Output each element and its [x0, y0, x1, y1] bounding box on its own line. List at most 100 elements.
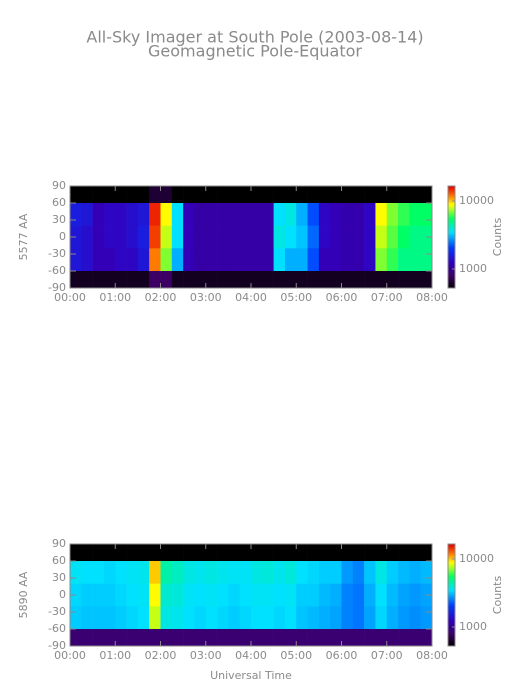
- heatmap-cell: [70, 248, 82, 272]
- heatmap-cell: [217, 544, 229, 562]
- heatmap-cell: [262, 203, 274, 226]
- heatmap-cell: [318, 225, 331, 249]
- heatmap-cell: [262, 544, 274, 562]
- heatmap-cell: [228, 606, 240, 630]
- colorbar: [448, 566, 455, 569]
- heatmap-cell: [330, 583, 342, 607]
- heatmap-cell: [409, 248, 421, 272]
- heatmap-cell: [183, 583, 195, 607]
- heatmap-cell: [228, 248, 240, 272]
- colorbar: [448, 615, 455, 618]
- heatmap-cell: [217, 271, 229, 289]
- heatmap-cell: [341, 225, 354, 249]
- heatmap-cell: [149, 248, 161, 272]
- colorbar: [448, 605, 455, 608]
- heatmap-cell: [126, 271, 139, 289]
- heatmap-cell: [284, 544, 297, 562]
- heatmap-cell: [398, 561, 410, 584]
- colorbar: [448, 600, 455, 603]
- colorbar: [448, 262, 455, 265]
- heatmap-cell: [284, 225, 297, 249]
- heatmap-cell: [81, 629, 93, 647]
- heatmap-cell: [183, 203, 195, 226]
- heatmap-cell: [171, 629, 184, 647]
- colorbar: [448, 612, 455, 615]
- heatmap-cell: [273, 629, 286, 647]
- heatmap-cell: [81, 271, 93, 289]
- colorbar: [448, 254, 455, 257]
- heatmap-cell: [318, 583, 331, 607]
- heatmap-cell: [352, 544, 365, 562]
- y-tick-label: -60: [48, 264, 66, 277]
- heatmap-cell: [149, 271, 161, 289]
- x-tick-label: 02:00: [145, 291, 177, 304]
- y-tick-label: 60: [52, 196, 66, 209]
- heatmap-cell: [194, 271, 207, 289]
- heatmap-cell: [239, 544, 252, 562]
- y-tick-label: -30: [48, 247, 66, 260]
- colorbar: [448, 186, 455, 189]
- heatmap-cell: [296, 583, 308, 607]
- y-tick-label: 0: [59, 230, 66, 243]
- heatmap-cell: [115, 203, 127, 226]
- colorbar: [448, 552, 455, 555]
- heatmap-cell: [262, 583, 274, 607]
- heatmap-cell: [194, 561, 207, 584]
- colorbar: [448, 610, 455, 613]
- heatmap-cell: [149, 203, 161, 226]
- heatmap-cell: [386, 544, 399, 562]
- heatmap-cell: [70, 203, 82, 226]
- heatmap-cell: [239, 606, 252, 630]
- heatmap-cell: [205, 248, 218, 272]
- colorbar: [448, 221, 455, 224]
- heatmap-cell: [160, 203, 173, 226]
- colorbar: [448, 642, 455, 645]
- heatmap-cell: [364, 561, 376, 584]
- colorbar-label: Counts: [491, 218, 504, 257]
- heatmap-cell: [386, 583, 399, 607]
- colorbar: [448, 277, 455, 280]
- colorbar: [448, 555, 455, 558]
- colorbar: [448, 260, 455, 263]
- heatmap-cell: [92, 248, 105, 272]
- colorbar: [448, 549, 455, 552]
- heatmap-cell: [398, 271, 410, 289]
- heatmap-cell: [341, 606, 354, 630]
- heatmap-cell: [115, 583, 127, 607]
- heatmap-cell: [273, 561, 286, 584]
- heatmap-cell: [262, 561, 274, 584]
- heatmap-cell: [341, 629, 354, 647]
- heatmap-cell: [183, 225, 195, 249]
- heatmap-cell: [205, 225, 218, 249]
- heatmap-cell: [307, 186, 320, 204]
- colorbar: [448, 606, 455, 609]
- heatmap-cell: [307, 271, 320, 289]
- colorbar: [448, 627, 455, 630]
- x-axis-label: Universal Time: [210, 669, 292, 680]
- heatmap-cell: [126, 561, 139, 584]
- heatmap-cell: [137, 203, 150, 226]
- colorbar: [448, 644, 455, 647]
- colorbar: [448, 267, 455, 270]
- heatmap-cell: [228, 225, 240, 249]
- heatmap-cell: [420, 248, 433, 272]
- heatmap-cell: [420, 606, 433, 630]
- heatmap-cell: [194, 583, 207, 607]
- heatmap-cell: [251, 203, 263, 226]
- heatmap-cell: [126, 248, 139, 272]
- heatmap-cell: [386, 225, 399, 249]
- colorbar: [448, 242, 455, 245]
- heatmap-cell: [115, 186, 127, 204]
- heatmap-cell: [330, 225, 342, 249]
- heatmap-cell: [228, 271, 240, 289]
- heatmap-cell: [217, 248, 229, 272]
- heatmap-cell: [217, 606, 229, 630]
- heatmap-cell: [205, 203, 218, 226]
- heatmap-cell: [409, 583, 421, 607]
- colorbar: [448, 201, 455, 204]
- heatmap-cell: [352, 203, 365, 226]
- colorbar: [448, 286, 455, 289]
- heatmap-cell: [398, 583, 410, 607]
- colorbar: [448, 632, 455, 635]
- heatmap-cell: [160, 186, 173, 204]
